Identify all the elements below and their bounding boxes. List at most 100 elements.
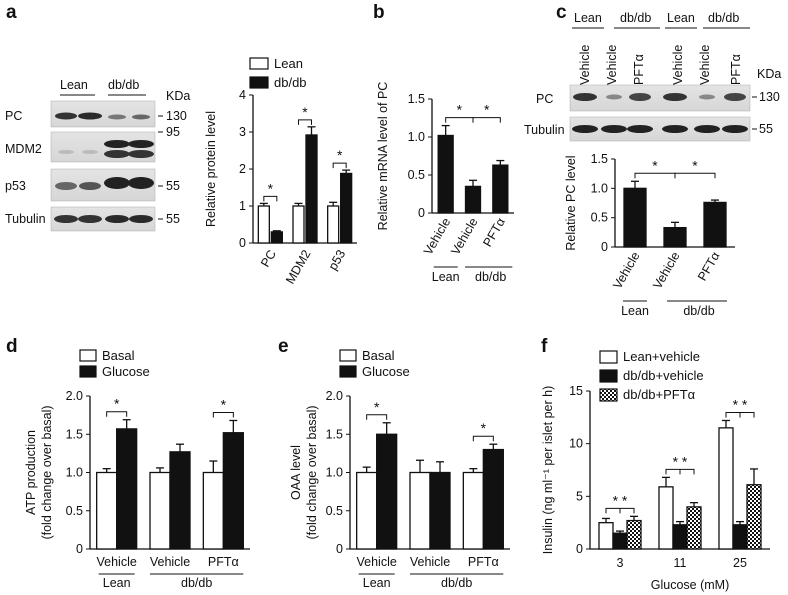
significance-star: * [374, 399, 380, 415]
panel-a-chart: 0 1 2 3 4 Relative protein level * PC * MDM2 * p53 L… [204, 56, 357, 286]
x-tick-label: PFTα [208, 555, 239, 569]
blot-a-band-p53: p53 [5, 179, 26, 193]
bar [169, 451, 191, 550]
significance-bracket [665, 468, 695, 475]
blot-a-kda-mdm2: 95 [166, 125, 180, 139]
x-axis-label: Glucose (mM) [651, 578, 729, 592]
y-tick-label: 1.0 [408, 130, 425, 144]
bar [746, 484, 762, 550]
bar [482, 448, 504, 550]
significance-bracket [445, 117, 474, 123]
legend-swatch [339, 365, 357, 378]
y-tick-label: 0 [418, 206, 425, 220]
y-tick-label: 2.0 [326, 389, 343, 403]
y-tick-label: 0.5 [66, 504, 83, 518]
y-tick-label: 2.0 [66, 389, 83, 403]
bar [718, 427, 734, 550]
significance-bracket [725, 411, 755, 418]
y-tick-label: 0 [336, 542, 343, 556]
y-axis-label: OAA level [289, 445, 303, 500]
significance-bracket [472, 435, 494, 442]
y-tick-label: 3 [239, 125, 246, 139]
significance-star: * [302, 104, 308, 120]
blot-a-kda-p53: 55 [166, 179, 180, 193]
bar [96, 471, 118, 550]
x-tick-label: PFTα [695, 250, 723, 284]
y-tick-label: 0 [576, 542, 583, 556]
significance-bracket [472, 117, 501, 123]
panel-d-chart: 0 0.5 1.0 1.5 2.0 ATP production (fold change … [24, 348, 250, 590]
bar [327, 205, 340, 244]
significance-bracket [366, 414, 388, 420]
y-tick-label: 2 [239, 162, 246, 176]
blot-c-lane-1: Vehicle [578, 45, 592, 85]
x-tick-label: Vehicle [357, 555, 397, 569]
significance-bracket [332, 162, 347, 169]
y-tick-label: 1.0 [326, 466, 343, 480]
x-tick-label: PFTα [480, 216, 508, 250]
bar [356, 471, 378, 550]
legend-label: db/db [274, 75, 307, 90]
x-tick-label: p53 [326, 247, 349, 272]
significance-star: * [268, 180, 274, 196]
x-tick-label: 11 [674, 556, 687, 570]
legend-swatch [249, 57, 269, 70]
blot-a-kda-tubulin: 55 [166, 212, 180, 226]
blot-c-lane-5: Vehicle [698, 45, 712, 85]
bar [340, 172, 353, 244]
legend-label: db/db+vehicle [623, 368, 704, 383]
bar [257, 205, 270, 244]
x-tick-label: 3 [617, 556, 624, 570]
panel-e-letter: e [278, 336, 289, 357]
legend-swatch [599, 350, 618, 364]
x-tick-label: Vehicle [410, 555, 450, 569]
bar [116, 428, 138, 550]
significance-bracket [212, 411, 234, 418]
bar [464, 185, 482, 214]
legend-swatch [79, 349, 97, 362]
blot-a-band-pc: PC [5, 109, 22, 123]
panel-f-chart: 0 5 10 15 Insulin (ng ml⁻¹ per islet per h) *… [541, 349, 770, 592]
x-tick-label: PFTα [468, 555, 499, 569]
significance-star: * * [673, 453, 688, 469]
y-tick-label: 0.5 [408, 168, 425, 182]
bar [222, 432, 244, 550]
legend-swatch [339, 349, 357, 362]
legend-label: Lean+vehicle [623, 349, 700, 364]
blot-a-band-tubulin: Tubulin [5, 212, 46, 226]
bar [598, 522, 614, 550]
bar [376, 433, 398, 550]
panel-c-blot: Lean db/db Lean db/db Vehicle Vehicle PF… [524, 11, 781, 142]
y-axis-label-2: (fold change over basal) [40, 405, 54, 539]
panel-c-chart: 0 0.5 1.0 1.5 Relative PC level Vehicle Vehicl… [564, 152, 735, 318]
bar [623, 187, 647, 248]
panel-a-letter: a [6, 2, 17, 23]
legend-label: Basal [362, 348, 395, 363]
significance-star: * [484, 102, 490, 118]
legend-label: Glucose [102, 364, 150, 379]
bar [732, 524, 748, 550]
y-tick-label: 0.5 [591, 211, 608, 225]
bar [429, 471, 451, 550]
blot-c-group-lean-2: Lean [667, 11, 695, 25]
x-tick-label: Vehicle [610, 249, 642, 291]
y-tick-label: 0 [601, 240, 608, 254]
blot-c-kda-label: KDa [757, 67, 781, 81]
panel-e-chart: 0 0.5 1.0 1.5 2.0 OAA level (fold change over … [289, 348, 510, 590]
blot-c-group-lean-1: Lean [574, 11, 602, 25]
y-tick-label: 1.0 [591, 181, 608, 195]
significance-star: * [114, 396, 120, 412]
group-label-dbdb: db/db [441, 576, 472, 590]
bar [202, 471, 224, 550]
bar [292, 205, 305, 244]
bar [626, 519, 642, 550]
bar [149, 471, 171, 550]
blot-c-band-tubulin: Tubulin [524, 123, 565, 137]
legend-label: Basal [102, 348, 135, 363]
group-label-dbdb: db/db [683, 304, 714, 318]
y-tick-label: 15 [569, 384, 583, 398]
group-label-lean: Lean [432, 270, 460, 284]
blot-c-group-dbdb-1: db/db [620, 11, 651, 25]
y-tick-label: 0 [76, 542, 83, 556]
